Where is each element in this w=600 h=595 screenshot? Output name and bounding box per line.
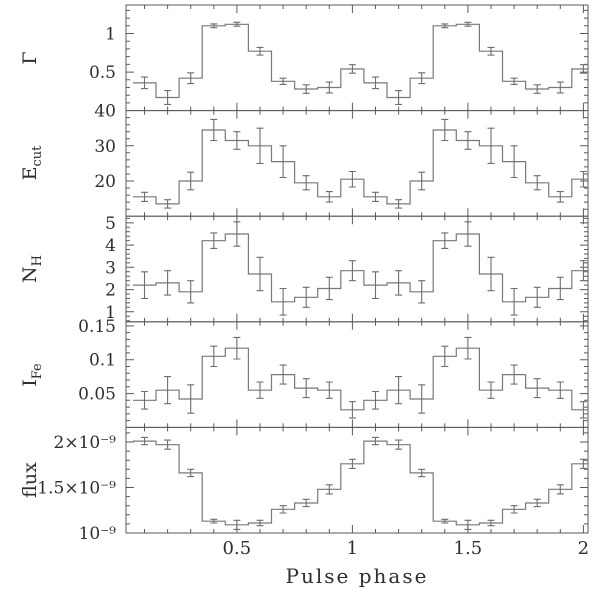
- panel-gamma-y-major-ticks: [126, 33, 588, 73]
- xtick-label-0.5: 0.5: [223, 538, 252, 559]
- panel-ife-axis-title-sub: Fe: [29, 363, 45, 380]
- panel-nh-frame: [125, 215, 589, 323]
- panel-gamma-x-minor-ticks: [144, 5, 561, 111]
- panel-gamma-error-bars: [141, 21, 587, 105]
- panel-flux-ytick-label-2×10⁻⁹: 2×10⁻⁹: [54, 433, 117, 453]
- panel-gamma-axis-title-text: Γ: [19, 51, 41, 65]
- panel-nh-y-minor-ticks: [126, 217, 588, 322]
- panel-ecut-ytick-label-30: 30: [94, 137, 116, 157]
- panel-nh-x-major-ticks: [236, 216, 584, 322]
- panel-ecut-ytick-label-20: 20: [94, 172, 116, 192]
- panel-nh-y-major-ticks: [126, 222, 588, 313]
- panel-ecut-axis-title-text: E: [19, 166, 41, 181]
- panel-ife-data-steps: [132, 347, 588, 411]
- panel-ife-ytick-label-0.1: 0.1: [89, 351, 116, 371]
- panel-nh-ytick-label-3: 3: [105, 258, 116, 278]
- panel-flux-y-minor-ticks: [126, 432, 588, 525]
- panel-flux-ytick-label-10⁻⁹: 10⁻⁹: [79, 524, 117, 544]
- panel-flux-data-steps: [132, 440, 588, 526]
- panel-ife-y-major-ticks: [126, 325, 588, 395]
- panel-ife-ytick-label-0.05: 0.05: [78, 385, 116, 405]
- panel-gamma-ytick-label-1: 1: [105, 25, 116, 45]
- panel-ecut-y-major-ticks: [126, 145, 588, 182]
- panel-nh-x-minor-ticks: [144, 216, 561, 322]
- panel-nh-ytick-label-4: 4: [105, 236, 116, 256]
- panel-flux-ytick-label-1.5×10⁻⁹: 1.5×10⁻⁹: [37, 478, 116, 498]
- panel-flux-y-major-ticks: [126, 441, 588, 488]
- panel-gamma-ytick-label-0.5: 0.5: [89, 63, 116, 83]
- panel-gamma-frame: [125, 4, 589, 112]
- panel-gamma-data-steps: [132, 23, 588, 99]
- xtick-label-2: 2: [578, 538, 589, 559]
- panel-nh-axis-title-text: N: [19, 266, 41, 283]
- panel-ecut-x-minor-ticks: [144, 110, 561, 217]
- panel-ecut-data-steps: [132, 129, 588, 205]
- panel-ecut-axis-title: Ecut: [17, 119, 45, 207]
- panel-gamma-x-major-ticks: [236, 5, 584, 111]
- panel-ecut-axis-title-sub: cut: [29, 145, 45, 167]
- panel-nh-axis-title: NH: [17, 225, 45, 313]
- panel-gamma-axis-title: Γ: [17, 14, 43, 102]
- panel-nh-ytick-label-2: 2: [105, 281, 116, 301]
- panel-gamma-y-minor-ticks: [126, 9, 588, 104]
- panel-flux-x-minor-ticks: [144, 427, 561, 533]
- panel-nh-ytick-label-1: 1: [105, 303, 116, 323]
- panel-ecut-y-minor-ticks: [126, 117, 588, 210]
- panel-nh-ytick-label-5: 5: [105, 214, 116, 234]
- xtick-label-1: 1: [347, 538, 358, 559]
- panel-ife-error-bars: [141, 336, 587, 419]
- panel-flux-axis-title-text: flux: [19, 462, 41, 498]
- panel-flux-frame: [125, 426, 589, 534]
- panel-ife-axis-title: IFe: [17, 331, 45, 419]
- panel-ecut-error-bars: [141, 118, 587, 209]
- panel-ife-y-minor-ticks: [126, 332, 588, 422]
- panel-flux-axis-title: flux: [17, 436, 43, 524]
- panel-flux-error-bars: [141, 436, 587, 530]
- panel-ecut-frame: [125, 110, 589, 217]
- panel-flux-x-major-ticks: [236, 427, 584, 533]
- panel-ife-axis-title-text: I: [19, 379, 41, 387]
- panel-nh-error-bars: [141, 221, 587, 316]
- panel-ife-ytick-label-0.15: 0.15: [78, 317, 116, 337]
- panel-ife-x-minor-ticks: [144, 321, 561, 428]
- x-axis-title: Pulse phase: [285, 564, 429, 588]
- panel-nh-axis-title-sub: H: [29, 255, 45, 267]
- xtick-label-1.5: 1.5: [454, 538, 483, 559]
- panel-nh-data-steps: [132, 233, 588, 303]
- panel-ecut-x-major-ticks: [236, 110, 584, 217]
- panel-ecut-ytick-label-40: 40: [94, 102, 116, 122]
